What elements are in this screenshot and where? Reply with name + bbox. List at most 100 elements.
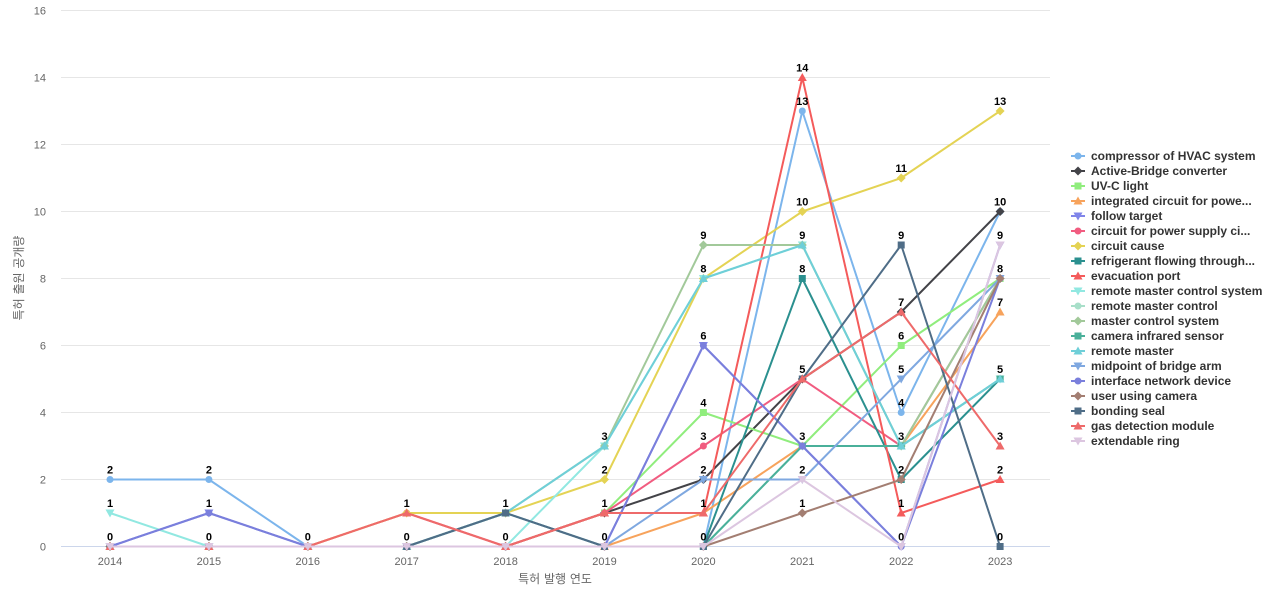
point-marker[interactable]: [105, 509, 115, 518]
legend-marker[interactable]: [1074, 407, 1082, 415]
legend-marker[interactable]: [1073, 362, 1083, 371]
legend-marker[interactable]: [1074, 377, 1082, 385]
legend-marker[interactable]: [1073, 196, 1083, 205]
point-marker[interactable]: [798, 442, 806, 450]
data-label: 4: [700, 398, 707, 410]
point-marker[interactable]: [896, 307, 906, 316]
legend-label: remote master: [1091, 344, 1174, 358]
legend-marker[interactable]: [1073, 346, 1083, 355]
point-marker[interactable]: [995, 241, 1005, 250]
legend-item[interactable]: remote master: [1071, 344, 1174, 358]
legend-marker[interactable]: [1073, 271, 1083, 280]
point-marker[interactable]: [698, 543, 708, 551]
legend-marker[interactable]: [1073, 166, 1083, 176]
point-marker[interactable]: [897, 409, 905, 416]
legend-marker[interactable]: [1074, 302, 1082, 310]
legend-item[interactable]: extendable ring: [1071, 434, 1180, 448]
point-marker[interactable]: [402, 543, 412, 551]
point-marker[interactable]: [797, 73, 807, 81]
point-marker[interactable]: [600, 508, 609, 517]
legend-item[interactable]: user using camera: [1071, 389, 1197, 403]
legend-marker[interactable]: [1073, 241, 1083, 251]
point-marker[interactable]: [402, 508, 412, 517]
legend-item[interactable]: bonding seal: [1071, 404, 1165, 418]
legend-item[interactable]: midpoint of bridge arm: [1071, 359, 1222, 373]
y-tick-label: 0: [40, 542, 46, 554]
legend-marker[interactable]: [1074, 152, 1082, 160]
point-marker[interactable]: [995, 475, 1005, 483]
legend-item[interactable]: integrated circuit for powe...: [1071, 194, 1252, 208]
point-marker[interactable]: [600, 543, 609, 551]
point-marker[interactable]: [698, 476, 708, 484]
point-marker[interactable]: [303, 543, 313, 551]
legend-item[interactable]: remote master control: [1071, 299, 1218, 313]
point-marker[interactable]: [204, 543, 214, 551]
legend-item[interactable]: follow target: [1071, 209, 1162, 223]
point-marker[interactable]: [996, 543, 1004, 550]
legend-item[interactable]: gas detection module: [1071, 419, 1215, 433]
point-marker[interactable]: [698, 240, 708, 250]
point-marker[interactable]: [995, 307, 1005, 316]
legend-item[interactable]: circuit cause: [1071, 239, 1165, 253]
point-marker[interactable]: [995, 441, 1005, 450]
point-marker[interactable]: [205, 509, 213, 517]
point-marker[interactable]: [797, 508, 807, 518]
point-marker[interactable]: [896, 173, 906, 183]
point-marker[interactable]: [797, 374, 807, 383]
point-marker[interactable]: [798, 107, 806, 115]
legend-marker[interactable]: [1074, 332, 1082, 340]
legend-item[interactable]: refrigerant flowing through...: [1071, 254, 1255, 268]
data-label: 8: [799, 264, 805, 276]
x-tick-label: 2016: [296, 556, 320, 568]
point-marker[interactable]: [502, 509, 510, 517]
legend-marker[interactable]: [1073, 212, 1083, 221]
point-marker[interactable]: [897, 241, 905, 249]
point-marker[interactable]: [896, 375, 906, 384]
point-marker[interactable]: [797, 476, 807, 484]
legend-marker[interactable]: [1073, 287, 1083, 296]
point-marker[interactable]: [600, 441, 609, 450]
point-marker[interactable]: [501, 543, 511, 551]
legend-item[interactable]: master control system: [1071, 314, 1219, 328]
point-marker[interactable]: [995, 274, 1005, 283]
point-marker[interactable]: [797, 207, 807, 216]
legend-item[interactable]: compressor of HVAC system: [1071, 149, 1256, 163]
point-marker[interactable]: [995, 374, 1005, 383]
point-marker[interactable]: [699, 342, 707, 349]
legend-marker[interactable]: [1073, 437, 1083, 446]
point-marker[interactable]: [105, 543, 115, 551]
point-marker[interactable]: [995, 207, 1005, 216]
data-label: 9: [898, 230, 904, 242]
point-marker[interactable]: [797, 240, 807, 249]
data-label: 0: [206, 532, 212, 544]
point-marker[interactable]: [106, 476, 114, 483]
legend-item[interactable]: UV-C light: [1071, 179, 1148, 193]
legend-item[interactable]: remote master control system: [1071, 284, 1262, 298]
y-axis-ticks: 0 2 4 6 8 10 12 14 16: [34, 6, 46, 554]
legend-item[interactable]: interface network device: [1071, 374, 1231, 388]
legend-item[interactable]: circuit for power supply ci...: [1071, 224, 1250, 238]
legend-item[interactable]: evacuation port: [1071, 269, 1180, 283]
point-marker[interactable]: [205, 476, 213, 483]
point-marker[interactable]: [896, 543, 906, 551]
legend-marker[interactable]: [1073, 421, 1083, 430]
legend-item[interactable]: camera infrared sensor: [1071, 329, 1224, 343]
point-marker[interactable]: [896, 441, 906, 450]
legend-marker[interactable]: [1074, 182, 1082, 190]
point-marker[interactable]: [698, 274, 708, 282]
legend-item[interactable]: Active-Bridge converter: [1071, 164, 1227, 178]
legend-marker[interactable]: [1073, 316, 1083, 326]
point-marker[interactable]: [698, 508, 708, 517]
point-marker[interactable]: [897, 342, 905, 349]
data-label: 4: [898, 398, 905, 410]
legend-marker[interactable]: [1074, 227, 1082, 235]
point-marker[interactable]: [995, 106, 1005, 116]
point-marker[interactable]: [798, 275, 806, 282]
point-marker[interactable]: [699, 409, 707, 416]
point-marker[interactable]: [600, 475, 609, 484]
point-marker[interactable]: [896, 508, 906, 517]
legend-marker[interactable]: [1074, 257, 1082, 265]
point-marker[interactable]: [896, 475, 906, 484]
legend-marker[interactable]: [1073, 391, 1083, 401]
point-marker[interactable]: [699, 442, 707, 450]
